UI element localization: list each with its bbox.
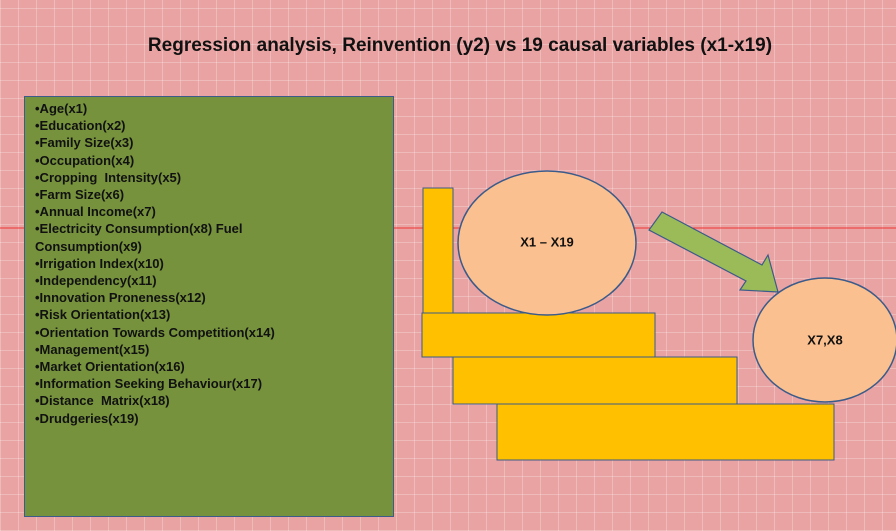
- node-label: X1 – X19: [520, 234, 574, 249]
- variable-item: •Annual Income(x7): [35, 204, 156, 220]
- arrow: [648, 211, 779, 293]
- title: Regression analysis, Reinvention (y2) vs…: [147, 35, 773, 56]
- variable-item: •Management(x15): [35, 341, 150, 357]
- bar-shape: [421, 312, 656, 358]
- variable-item: •Innovation Proneness(x12): [35, 290, 206, 306]
- variable-item: •Irrigation Index(x10): [35, 255, 164, 271]
- variable-item: •Orientation Towards Competition(x14): [35, 324, 275, 340]
- variable-item: •Occupation(x4): [35, 152, 135, 168]
- bar-shape: [422, 187, 454, 319]
- variable-item: •Risk Orientation(x13): [35, 307, 171, 323]
- variable-item: •Farm Size(x6): [35, 187, 125, 203]
- variable-item: •Education(x2): [35, 118, 126, 134]
- variable-item: •Market Orientation(x16): [35, 359, 185, 375]
- variable-item: •Information Seeking Behaviour(x17): [35, 376, 263, 392]
- bar-shape: [452, 356, 738, 405]
- variable-item: •Drudgeries(x19): [35, 410, 139, 426]
- node-ellipse: [752, 277, 896, 403]
- node-label: X7,X8: [807, 332, 842, 347]
- bar-shape: [496, 403, 835, 461]
- variable-item: •Family Size(x3): [35, 135, 134, 151]
- variable-item: •Cropping Intensity(x5): [35, 169, 182, 185]
- variable-item: •Independency(x11): [35, 273, 157, 289]
- variable-list: •Age(x1) •Education(x2) •Family Size(x3) •O…: [24, 96, 394, 517]
- node-ellipse: [457, 170, 637, 316]
- variable-item: •Electricity Consumption(x8) Fuel Consum…: [35, 221, 247, 254]
- variable-item: •Distance Matrix(x18): [35, 393, 170, 409]
- variable-item: •Age(x1): [35, 101, 88, 116]
